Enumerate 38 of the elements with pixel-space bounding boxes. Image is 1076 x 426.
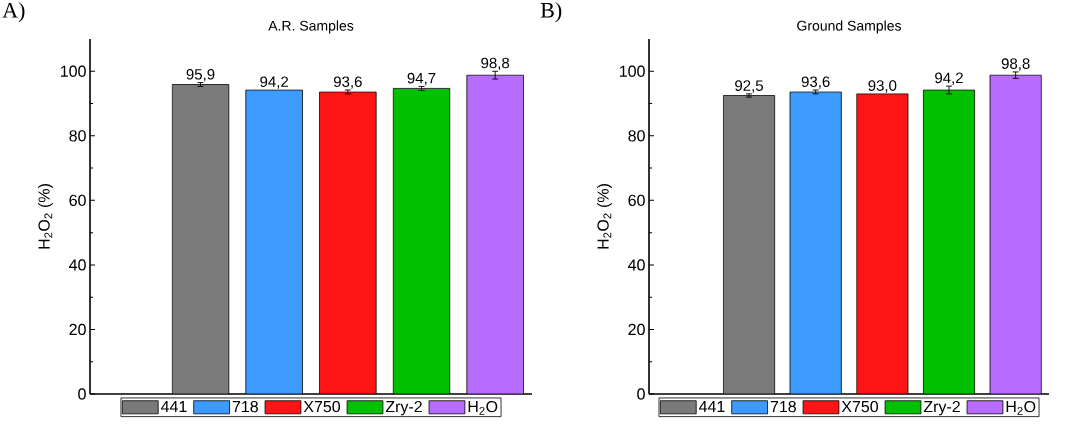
legend-label: X750 xyxy=(841,400,879,413)
data-label: 98,8 xyxy=(1001,58,1030,71)
y-tick-label: 20 xyxy=(69,323,86,336)
y-axis-title: H$_{2}$O$_{2}$ (%) xyxy=(597,184,612,249)
data-label: 93,6 xyxy=(333,76,362,89)
data-label: 94,7 xyxy=(407,72,436,86)
y-tick-label: 20 xyxy=(628,323,645,336)
data-label: 94,2 xyxy=(260,76,289,89)
legend-label: X750 xyxy=(303,400,341,413)
y-tick-label: 80 xyxy=(69,130,86,142)
y-tick-label: 0 xyxy=(78,388,86,400)
legend-label: 441 xyxy=(698,401,725,413)
chart-title: A.R. Samples xyxy=(268,20,354,34)
chart-title: Ground Samples xyxy=(797,20,901,34)
y-tick-label: 40 xyxy=(69,259,86,271)
y-tick-label: 100 xyxy=(61,65,86,77)
text: A) xyxy=(2,2,25,23)
legend-label: H$_{2}$O xyxy=(468,400,498,415)
data-label: 94,2 xyxy=(935,72,963,85)
legend-label: Zry-2 xyxy=(385,400,422,416)
y-tick-label: 80 xyxy=(628,130,645,142)
legend-label: Zry-2 xyxy=(923,400,960,416)
y-tick-label: 40 xyxy=(628,259,645,271)
legend-label: 441 xyxy=(160,401,187,413)
y-axis-title: H$_{2}$O$_{2}$ (%) xyxy=(38,184,53,249)
legend-label: 718 xyxy=(232,400,258,413)
data-label: 95,9 xyxy=(186,68,215,82)
legend-label: 718 xyxy=(770,400,796,413)
y-tick-label: 60 xyxy=(628,194,645,207)
data-label: 93,6 xyxy=(801,76,830,89)
data-label: 98,8 xyxy=(481,57,510,71)
y-tick-label: 60 xyxy=(69,194,86,207)
y-tick-label: 100 xyxy=(620,65,645,77)
text: B) xyxy=(540,2,562,23)
data-label: 92,5 xyxy=(735,80,763,93)
legend-label: H$_{2}$O xyxy=(1006,400,1036,415)
y-tick-label: 0 xyxy=(637,388,645,400)
data-label: 93,0 xyxy=(868,80,897,93)
